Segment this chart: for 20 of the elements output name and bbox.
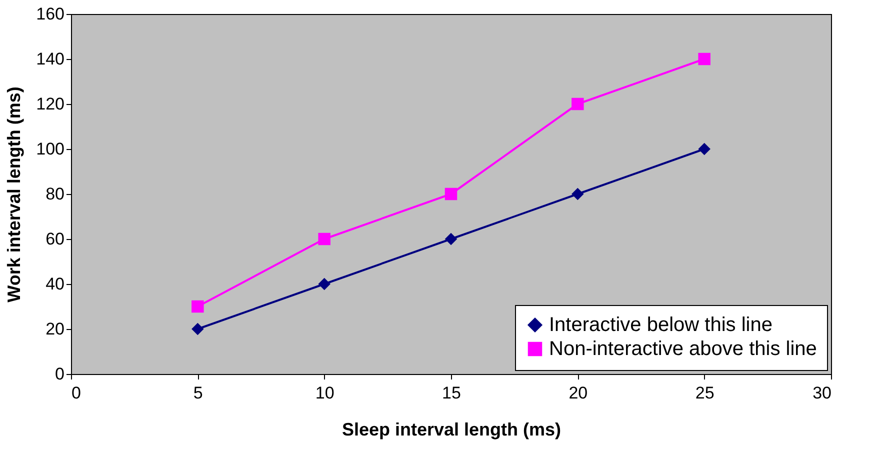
y-axis-title: Work interval length (ms) [4, 86, 24, 302]
y-tick-label: 160 [36, 4, 64, 24]
y-tick-label: 100 [36, 140, 64, 158]
legend-label: Interactive below this line [549, 314, 772, 336]
legend-label: Non-interactive above this line [549, 338, 817, 360]
x-tick-label: 15 [442, 384, 461, 402]
y-tick-label: 60 [46, 230, 64, 248]
x-axis-title: Sleep interval length (ms) [342, 420, 562, 440]
y-tick-label: 80 [46, 184, 64, 204]
y-tick-label: 40 [46, 274, 64, 294]
y-tick-label: 140 [36, 50, 64, 68]
y-tick-label: 0 [55, 364, 64, 384]
x-tick-label: 10 [315, 384, 334, 402]
x-tick-label: 5 [193, 384, 203, 402]
x-tick-label: 20 [568, 384, 588, 402]
y-tick-label: 20 [46, 320, 64, 338]
x-tick-label: 30 [812, 384, 832, 402]
x-tick-label: 25 [695, 384, 714, 402]
x-tick-label: 0 [72, 384, 81, 402]
y-tick-label: 120 [36, 94, 64, 114]
